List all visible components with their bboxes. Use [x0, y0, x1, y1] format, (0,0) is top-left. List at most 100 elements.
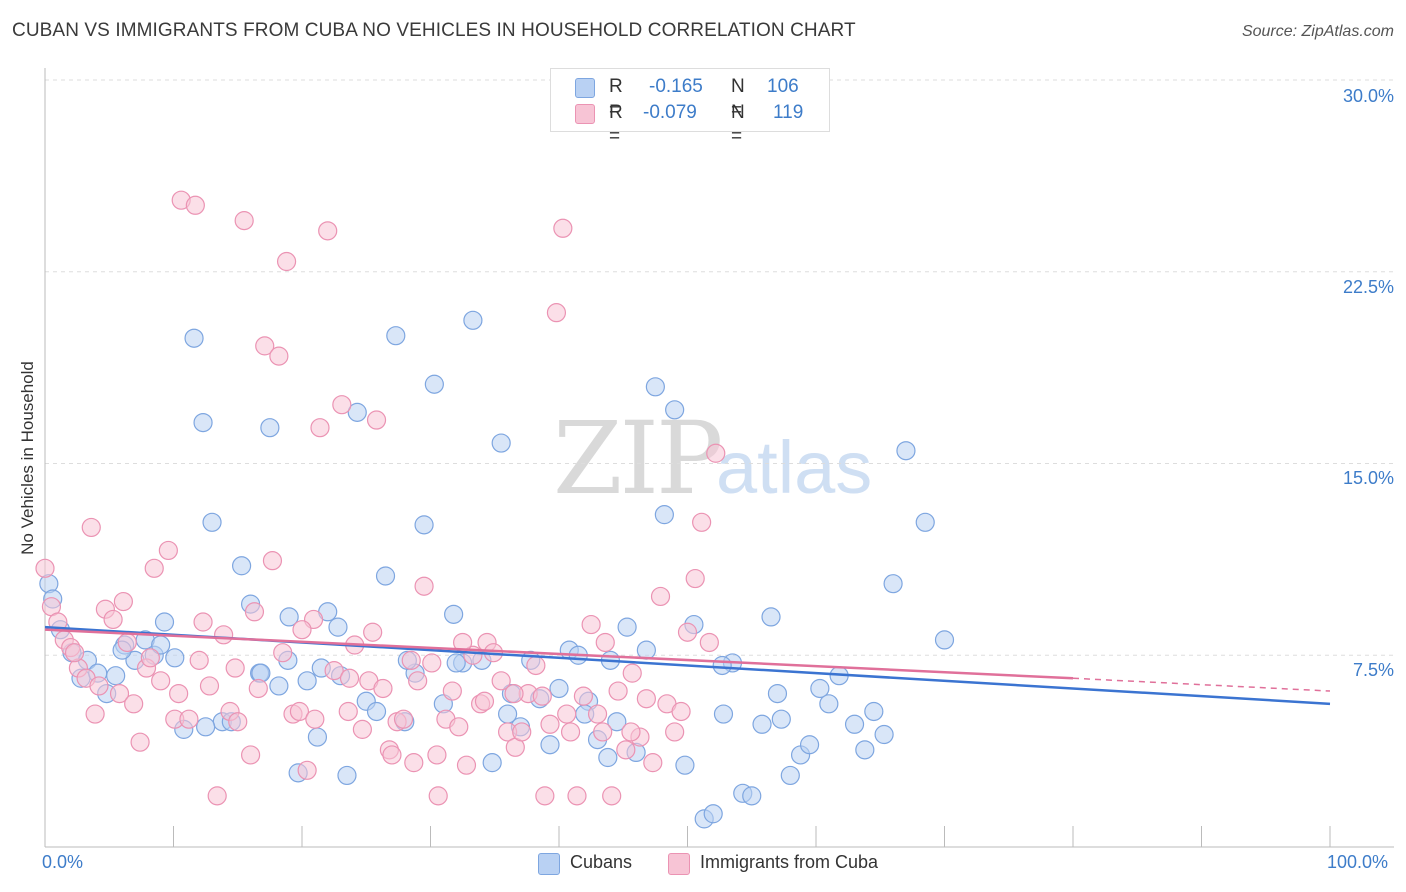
immigrants-point	[540, 714, 560, 734]
immigrants-point	[491, 671, 511, 691]
immigrants-point	[546, 303, 567, 323]
watermark-atlas: atlas	[716, 426, 873, 509]
immigrants-point	[324, 660, 344, 681]
immigrants-point	[643, 753, 663, 773]
cubans-point	[703, 804, 723, 824]
cubans-point	[607, 712, 627, 732]
cubans-point	[297, 671, 317, 691]
immigrants-point	[665, 722, 685, 742]
immigrants-point	[189, 650, 209, 670]
cubans-point	[196, 717, 216, 737]
legend: R = -0.165 N = 106 R = -0.079 N = 119	[550, 68, 830, 147]
cubans-point	[712, 655, 732, 676]
immigrants-point	[289, 701, 310, 722]
x-tick-label: 100.0%	[1327, 852, 1389, 872]
immigrants-point	[567, 786, 587, 806]
cubans-point	[780, 765, 800, 786]
cubans-point	[540, 735, 560, 755]
immigrants-point	[526, 655, 546, 676]
source-note: Source: ZipAtlas.com	[1241, 23, 1394, 40]
immigrants-point	[273, 643, 293, 663]
cubans-point	[874, 724, 894, 745]
immigrants-point	[297, 760, 317, 780]
immigrants-point	[581, 614, 601, 635]
immigrants-point	[207, 786, 227, 806]
immigrants-point	[621, 722, 641, 742]
bottom-legend-label: Immigrants from Cuba	[700, 852, 879, 872]
immigrants-point	[553, 218, 573, 238]
cubans-point	[366, 701, 387, 722]
immigrants-point	[199, 676, 220, 696]
immigrants-point	[650, 586, 671, 607]
bottom-legend-swatch-blue	[538, 853, 560, 875]
cubans-point	[844, 714, 865, 734]
immigrants-point	[64, 643, 85, 663]
legend-swatch-blue	[575, 78, 595, 98]
cubans-point	[819, 694, 839, 714]
legend-n-value: 106	[767, 76, 799, 97]
cubans-point	[761, 607, 781, 627]
y-tick-label: 7.5%	[1352, 660, 1394, 680]
immigrants-point	[332, 395, 352, 415]
cubans-point	[883, 574, 903, 594]
bottom-legend-swatch-pink	[668, 853, 690, 875]
immigrants-point	[671, 701, 691, 722]
cubans-point	[232, 556, 252, 576]
immigrants-point	[677, 622, 698, 642]
immigrants-point	[140, 648, 160, 668]
cubans-point	[491, 433, 511, 453]
cubans-point	[337, 765, 357, 786]
cubans-point	[184, 328, 204, 348]
immigrants-point	[608, 681, 628, 701]
immigrants-point	[85, 704, 105, 724]
immigrants-point	[262, 551, 283, 571]
cubans-point	[375, 566, 396, 586]
cubans-point	[106, 666, 126, 686]
immigrants-point	[292, 620, 312, 640]
cubans-point	[713, 704, 734, 724]
cubans-point	[855, 740, 875, 760]
y-tick-label: 22.5%	[1342, 277, 1394, 297]
cubans-point	[446, 653, 466, 673]
cubans-point	[645, 377, 665, 397]
legend-r-label: R =	[609, 102, 623, 147]
immigrants-point	[593, 722, 613, 742]
immigrants-point	[442, 681, 462, 701]
immigrants-point	[422, 653, 442, 673]
immigrants-point	[699, 632, 719, 653]
immigrants-point	[622, 663, 642, 683]
immigrants-point	[456, 755, 477, 775]
cubans-point	[654, 505, 674, 525]
immigrants-point	[474, 691, 495, 711]
immigrants-point	[255, 336, 275, 356]
cubans-point	[279, 607, 299, 627]
cubans-point	[307, 727, 328, 747]
cubans-point	[549, 678, 569, 699]
immigrants-point	[169, 683, 189, 704]
immigrants-point	[305, 709, 325, 729]
immigrants-point	[310, 418, 330, 438]
immigrants-point	[692, 512, 712, 532]
cubans-point	[742, 786, 762, 806]
immigrants-point	[408, 671, 428, 691]
cubans-point	[328, 617, 348, 637]
immigrants-point	[234, 211, 254, 231]
chart-title: CUBAN VS IMMIGRANTS FROM CUBA NO VEHICLE…	[12, 20, 856, 41]
immigrants-point	[179, 709, 199, 729]
legend-r-label: R =	[609, 76, 623, 121]
cubans-point	[386, 326, 406, 346]
immigrants-point	[557, 704, 577, 724]
y-tick-label: 15.0%	[1342, 468, 1394, 488]
legend-r-value: -0.165	[649, 76, 703, 97]
immigrants-point	[535, 786, 555, 806]
cubans-point	[260, 418, 280, 438]
immigrants-point	[113, 591, 133, 612]
immigrants-point	[616, 740, 636, 760]
cubans-point	[269, 676, 289, 696]
legend-n-value: 119	[773, 102, 804, 123]
cubans-point	[193, 412, 213, 433]
cubans-point	[810, 678, 830, 699]
immigrants-point	[414, 576, 434, 596]
immigrants-trend-line	[44, 628, 1074, 680]
